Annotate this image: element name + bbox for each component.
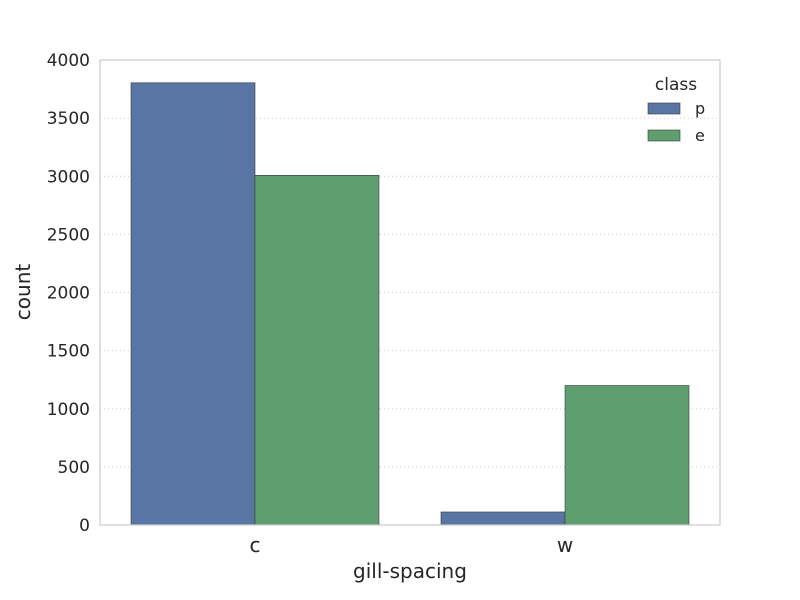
legend-swatch-e	[647, 129, 681, 142]
legend-label-p: p	[695, 99, 705, 118]
x-axis-label: gill-spacing	[353, 559, 467, 583]
plot-frame	[99, 59, 721, 526]
y-tick-label: 2000	[47, 284, 90, 304]
legend: class pe	[647, 75, 705, 145]
y-tick-label: 3000	[47, 167, 90, 187]
y-tick-label: 1000	[47, 400, 90, 420]
legend-swatch-p	[647, 102, 681, 115]
y-tick-label: 2500	[47, 225, 90, 245]
y-tick-label: 0	[79, 516, 90, 536]
bar-p-c	[130, 82, 256, 526]
legend-label-e: e	[695, 126, 705, 145]
bar-e-c	[254, 175, 380, 526]
bar-p-w	[440, 511, 566, 526]
y-tick-label: 3500	[47, 109, 90, 129]
y-tick-label: 500	[58, 458, 90, 478]
bar-e-w	[564, 385, 690, 526]
bars	[130, 82, 690, 526]
legend-title: class	[655, 75, 697, 95]
x-tick-label: c	[250, 533, 261, 557]
y-tick-label: 4000	[47, 51, 90, 71]
x-tick-label: w	[557, 533, 573, 557]
y-tick-label: 1500	[47, 342, 90, 362]
y-axis-label: count	[11, 264, 35, 321]
y-tick-labels: 0 500 1000 1500 2000 2500 3000 3500 4000	[47, 51, 90, 536]
